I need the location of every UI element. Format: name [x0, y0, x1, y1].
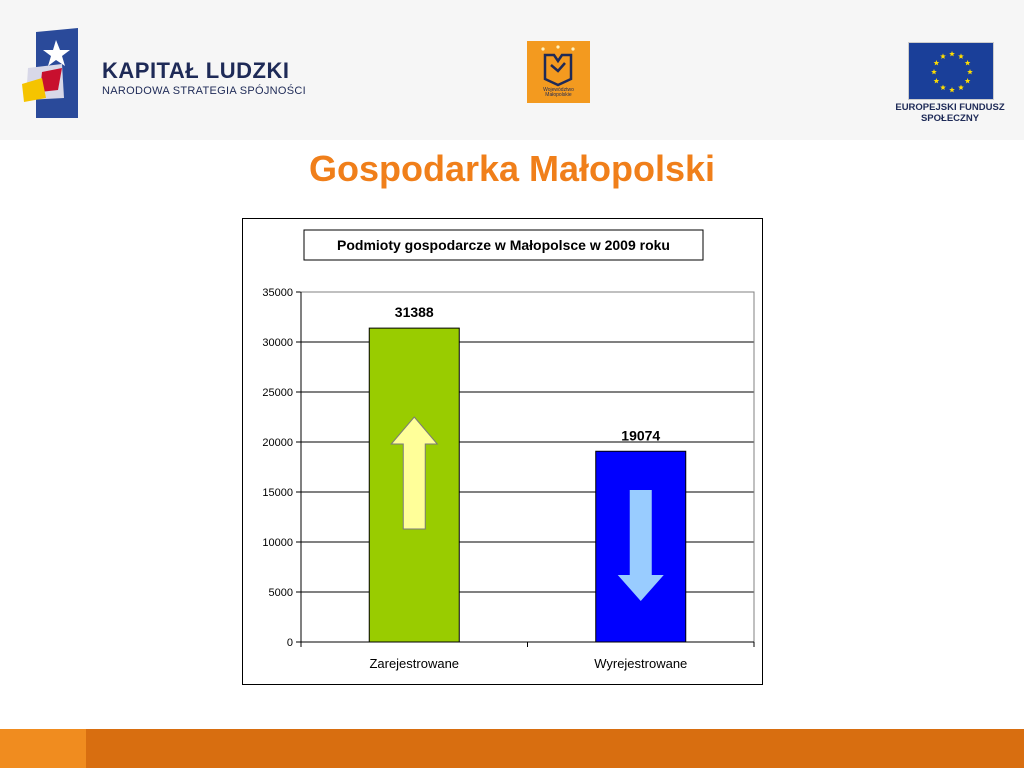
eu-caption: EUROPEJSKI FUNDUSZ SPOŁECZNY — [880, 102, 1020, 124]
arrow-up-icon — [390, 416, 439, 530]
footer-band-left — [0, 729, 86, 768]
eu-star-icon — [933, 60, 940, 66]
malopolska-logo: Województwo Małopolskie — [527, 41, 590, 103]
slide-title: Gospodarka Małopolski — [308, 148, 716, 189]
eu-star-icon — [949, 51, 955, 57]
eu-flag-logo — [908, 42, 994, 100]
kapital-ludzki-emblem-icon — [22, 28, 78, 118]
data-label: 19074 — [621, 427, 660, 443]
malopolska-emblem-icon — [541, 45, 575, 87]
eu-star-icon — [964, 60, 971, 66]
eu-star-icon — [964, 78, 971, 84]
y-tick-label: 10000 — [262, 537, 293, 549]
y-tick-label: 20000 — [262, 437, 293, 449]
header-band — [0, 0, 1024, 140]
eu-star-icon — [967, 69, 973, 75]
y-tick-label: 0 — [287, 637, 293, 649]
y-tick-label: 30000 — [262, 337, 293, 349]
kapital-ludzki-subtitle: NARODOWA STRATEGIA SPÓJNOŚCI — [102, 85, 306, 97]
chart-frame: Podmioty gospodarcze w Małopolsce w 2009… — [242, 218, 763, 685]
y-tick-label: 15000 — [262, 487, 293, 499]
eu-star-icon — [949, 87, 955, 93]
x-tick-label: Wyrejestrowane — [594, 656, 687, 671]
eu-caption-line2: SPOŁECZNY — [920, 113, 980, 124]
y-tick-label: 35000 — [262, 287, 293, 299]
kapital-ludzki-logo: KAPITAŁ LUDZKI NARODOWA STRATEGIA SPÓJNO… — [22, 28, 322, 120]
x-tick-label: Zarejestrowane — [369, 656, 459, 671]
y-tick-label: 5000 — [269, 587, 293, 599]
y-tick-label: 25000 — [262, 387, 293, 399]
eu-star-icon — [958, 84, 964, 91]
eu-star-icon — [940, 53, 946, 59]
eu-star-icon — [958, 53, 964, 59]
malopolska-caption-line2: Małopolskie — [545, 92, 572, 98]
chart-title: Podmioty gospodarcze w Małopolsce w 2009… — [337, 237, 670, 253]
bar-chart: Podmioty gospodarcze w Małopolsce w 2009… — [262, 229, 755, 671]
footer-band-right — [86, 729, 1024, 768]
eu-star-icon — [940, 84, 946, 91]
eu-star-icon — [931, 69, 937, 75]
eu-caption-line1: EUROPEJSKI FUNDUSZ — [895, 102, 1005, 113]
kapital-ludzki-title: KAPITAŁ LUDZKI — [102, 58, 290, 83]
data-label: 31388 — [395, 304, 434, 320]
chart-title-box — [303, 229, 704, 261]
eu-stars-icon — [931, 51, 973, 93]
eu-star-icon — [933, 78, 940, 84]
malopolska-caption-line1: Województwo — [543, 87, 574, 93]
arrow-down-icon — [617, 490, 664, 601]
malopolska-caption: Województwo Małopolskie — [527, 88, 590, 98]
